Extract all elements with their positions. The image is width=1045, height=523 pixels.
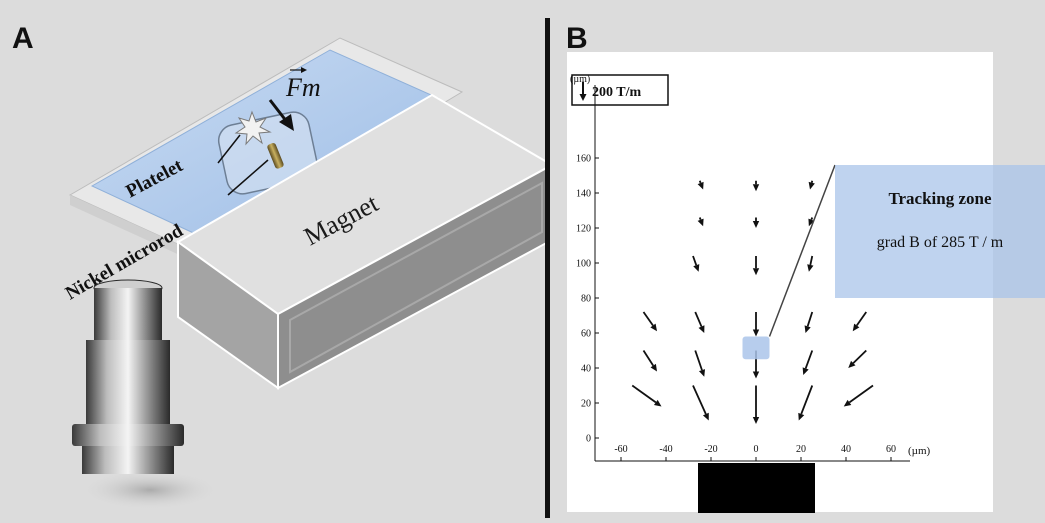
x-tick-label: -60 <box>614 444 627 455</box>
y-tick-label: 40 <box>581 364 591 375</box>
field-arrow <box>752 385 760 424</box>
x-tick-label: 0 <box>754 444 759 455</box>
field-arrow <box>697 180 704 190</box>
x-axis-unit: (µm) <box>908 445 931 457</box>
panel-a-letter: A <box>12 22 34 55</box>
tracking-callout-box <box>835 165 1045 298</box>
field-arrow <box>852 311 867 332</box>
magnet-block <box>176 93 555 390</box>
scale-legend-box <box>571 74 669 106</box>
y-axis-unit: (µm) <box>570 74 590 85</box>
y-tick-label: 160 <box>576 154 591 165</box>
panel-b: B 200 T/m (µm) (µm) 0 20 40 60 80 100 120 140 16… <box>550 0 1045 518</box>
force-arrow-icon <box>268 99 294 131</box>
field-arrow <box>807 255 814 272</box>
magnet-position-block <box>698 463 815 513</box>
y-tick-label: 80 <box>581 294 591 305</box>
x-tick-label: 60 <box>886 444 896 455</box>
field-arrow <box>692 255 700 272</box>
panel-a: Fm Platelet Nickel microrod Magnet A <box>12 22 555 510</box>
vector-field-chart: 200 T/m (µm) (µm) 0 20 40 60 80 100 120 140 160 -… <box>567 52 1045 513</box>
y-tick-label: 120 <box>576 224 591 235</box>
scale-legend-arrowhead-icon <box>579 94 587 101</box>
y-tick-label: 100 <box>576 259 591 270</box>
microrod-leader-line <box>227 159 269 196</box>
x-tick-label: 20 <box>796 444 806 455</box>
field-arrow <box>694 350 706 377</box>
panel-b-letter: B <box>566 22 588 55</box>
field-arrow <box>843 384 874 407</box>
force-vector-arrow <box>290 67 307 73</box>
tracking-callout-line <box>768 164 836 337</box>
field-arrow <box>802 350 814 375</box>
y-tick-label: 20 <box>581 399 591 410</box>
platelet-leader-line <box>217 134 241 164</box>
y-tick-label: 0 <box>586 434 591 445</box>
y-tick-label: 60 <box>581 329 591 340</box>
platelet-icon <box>234 110 272 146</box>
tracking-callout: Tracking zone grad B of 285 T / m <box>835 165 1045 298</box>
x-tick-label: -40 <box>659 444 672 455</box>
scale-legend-label: 200 T/m <box>592 85 641 100</box>
field-arrow <box>808 180 815 190</box>
panel-a-illustration: Fm Platelet Nickel microrod Magnet <box>62 37 555 510</box>
y-tick-label: 140 <box>576 189 591 200</box>
tracking-zone-description: grad B of 285 T / m <box>877 234 1004 251</box>
microscope-objective-icon <box>72 279 184 474</box>
field-arrow <box>752 312 760 337</box>
field-arrow <box>697 217 704 227</box>
field-arrow <box>692 385 709 421</box>
objective-shadow <box>80 470 220 510</box>
field-arrow <box>642 350 657 372</box>
field-arrow <box>752 256 760 276</box>
x-tick-label: 40 <box>841 444 851 455</box>
nickel-microrod-icon <box>267 142 284 169</box>
field-arrow <box>804 311 814 333</box>
tracking-zone-marker <box>742 336 770 360</box>
force-label: Fm <box>285 73 321 102</box>
field-arrow <box>694 311 705 333</box>
field-arrow <box>642 311 657 332</box>
tracking-zone-title: Tracking zone <box>888 189 992 208</box>
panel-divider <box>545 18 550 518</box>
field-arrow <box>848 349 867 368</box>
field-arrow <box>798 385 814 421</box>
field-arrow <box>752 180 760 192</box>
field-arrow <box>752 217 760 228</box>
field-arrow <box>808 217 815 227</box>
x-tick-label: -20 <box>704 444 717 455</box>
field-arrow <box>631 384 662 407</box>
